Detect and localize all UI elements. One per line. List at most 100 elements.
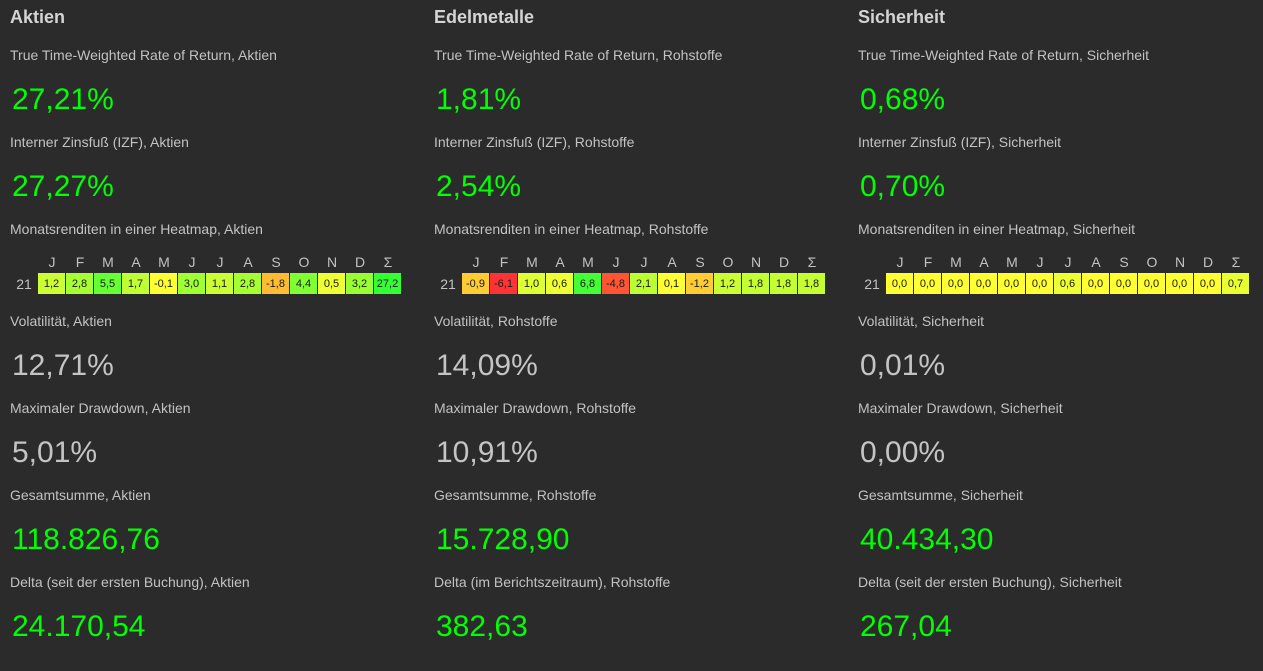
heatmap-cell: 3,0 bbox=[178, 273, 205, 294]
year-label: 21 bbox=[864, 275, 880, 292]
izf-value: 2,54% bbox=[436, 170, 522, 203]
drawdown-label: Maximaler Drawdown, Sicherheit bbox=[858, 400, 1063, 416]
heatmap-header-row: J F M A M J J A S O N D Σ bbox=[10, 251, 402, 272]
month-header: J bbox=[472, 253, 480, 270]
year-label: 21 bbox=[16, 275, 32, 292]
heatmap-cell: 4,4 bbox=[290, 273, 317, 294]
heatmap-label: Monatsrenditen in einer Heatmap, Rohstof… bbox=[434, 221, 709, 237]
izf-label: Interner Zinsfuß (IZF), Rohstoffe bbox=[434, 134, 635, 150]
month-header: J bbox=[640, 253, 648, 270]
month-header: N bbox=[326, 253, 338, 270]
heatmap-cell: -1,2 bbox=[686, 273, 713, 294]
month-header: A bbox=[979, 253, 989, 270]
month-header: J bbox=[1064, 253, 1072, 270]
month-header: O bbox=[1146, 253, 1158, 270]
sum-header: Σ bbox=[1231, 253, 1241, 270]
volatility-value: 12,71% bbox=[12, 349, 114, 382]
izf-value: 27,27% bbox=[12, 170, 114, 203]
heatmap-cell: 0,0 bbox=[886, 273, 913, 294]
month-header: A bbox=[243, 253, 253, 270]
volatility-value: 0,01% bbox=[860, 349, 946, 382]
heatmap-cell: -6,1 bbox=[490, 273, 517, 294]
heatmap-cell: 5,5 bbox=[94, 273, 121, 294]
month-header: S bbox=[695, 253, 705, 270]
heatmap-cell: 0,0 bbox=[942, 273, 969, 294]
heatmap-cell: 0,0 bbox=[970, 273, 997, 294]
month-header: M bbox=[950, 253, 962, 270]
year-label: 21 bbox=[440, 275, 456, 292]
month-header: F bbox=[499, 253, 509, 270]
twr-label: True Time-Weighted Rate of Return, Rohst… bbox=[434, 47, 723, 63]
drawdown-label: Maximaler Drawdown, Rohstoffe bbox=[434, 400, 637, 416]
twr-value: 27,21% bbox=[12, 83, 114, 116]
heatmap-sum-cell: 1,8 bbox=[798, 273, 825, 294]
total-label: Gesamtsumme, Rohstoffe bbox=[434, 487, 597, 503]
heatmap-cell: -0,9 bbox=[462, 273, 489, 294]
heatmap-cell: 1,2 bbox=[38, 273, 65, 294]
month-header: F bbox=[923, 253, 933, 270]
month-header: M bbox=[102, 253, 114, 270]
drawdown-value: 0,00% bbox=[860, 436, 946, 469]
month-header: A bbox=[555, 253, 565, 270]
month-header: F bbox=[75, 253, 85, 270]
month-header: M bbox=[158, 253, 170, 270]
heatmap-cell: 0,0 bbox=[1194, 273, 1221, 294]
heatmap-cell: 2,8 bbox=[234, 273, 261, 294]
izf-value: 0,70% bbox=[860, 170, 946, 203]
month-header: M bbox=[582, 253, 594, 270]
heatmap-year-row: 21 -0,9 -6,1 1,0 0,6 6,8 -4,8 2,1 0,1 -1… bbox=[434, 272, 826, 295]
month-header: J bbox=[188, 253, 196, 270]
month-header: D bbox=[778, 253, 790, 270]
column-title: Sicherheit bbox=[858, 7, 946, 27]
column-title: Edelmetalle bbox=[434, 7, 535, 27]
heatmap-cell: 0,1 bbox=[658, 273, 685, 294]
twr-value: 1,81% bbox=[436, 83, 522, 116]
heatmap-year-row: 21 0,0 0,0 0,0 0,0 0,0 0,0 0,6 0,0 0,0 0… bbox=[858, 272, 1250, 295]
heatmap-cell: 2,8 bbox=[66, 273, 93, 294]
month-header: M bbox=[1006, 253, 1018, 270]
total-value: 15.728,90 bbox=[436, 523, 570, 556]
month-header: N bbox=[1174, 253, 1186, 270]
month-header: S bbox=[271, 253, 281, 270]
volatility-value: 14,09% bbox=[436, 349, 538, 382]
heatmap-cell: -4,8 bbox=[602, 273, 629, 294]
heatmap-cell: 0,0 bbox=[1166, 273, 1193, 294]
month-header: J bbox=[612, 253, 620, 270]
column-title: Aktien bbox=[10, 7, 66, 27]
drawdown-value: 10,91% bbox=[436, 436, 538, 469]
month-header: M bbox=[526, 253, 538, 270]
sum-header: Σ bbox=[807, 253, 817, 270]
delta-value: 382,63 bbox=[436, 610, 528, 643]
total-value: 118.826,76 bbox=[12, 523, 160, 556]
heatmap-header-row: J F M A M J J A S O N D Σ bbox=[858, 251, 1250, 272]
heatmap-cell: 0,6 bbox=[546, 273, 573, 294]
delta-label: Delta (im Berichtszeitraum), Rohstoffe bbox=[434, 574, 671, 590]
delta-label: Delta (seit der ersten Buchung), Aktien bbox=[10, 574, 250, 590]
drawdown-label: Maximaler Drawdown, Aktien bbox=[10, 400, 191, 416]
delta-value: 267,04 bbox=[860, 610, 952, 643]
heatmap-cell: -1,8 bbox=[262, 273, 289, 294]
heatmap-cell: 1,7 bbox=[122, 273, 149, 294]
month-header: S bbox=[1119, 253, 1129, 270]
heatmap-cell: 1,8 bbox=[770, 273, 797, 294]
heatmap-cell: 0,6 bbox=[1054, 273, 1081, 294]
total-label: Gesamtsumme, Aktien bbox=[10, 487, 151, 503]
total-label: Gesamtsumme, Sicherheit bbox=[858, 487, 1023, 503]
volatility-label: Volatilität, Aktien bbox=[10, 313, 112, 329]
heatmap-cell: 1,0 bbox=[518, 273, 545, 294]
twr-label: True Time-Weighted Rate of Return, Siche… bbox=[858, 47, 1150, 63]
heatmap-cell: 0,5 bbox=[318, 273, 345, 294]
delta-value: 24.170,54 bbox=[12, 610, 146, 643]
heatmap-cell: -0,1 bbox=[150, 273, 177, 294]
heatmap-sum-cell: 0,7 bbox=[1222, 273, 1249, 294]
heatmap-cell: 0,0 bbox=[998, 273, 1025, 294]
izf-label: Interner Zinsfuß (IZF), Aktien bbox=[10, 134, 189, 150]
heatmap-cell: 2,1 bbox=[630, 273, 657, 294]
month-header: D bbox=[354, 253, 366, 270]
heatmap-cell: 3,2 bbox=[346, 273, 373, 294]
heatmap-sum-cell: 27,2 bbox=[374, 273, 401, 294]
monthly-heatmap: J F M A M J J A S O N D Σ 21 -0,9 -6,1 1… bbox=[434, 251, 826, 295]
total-value: 40.434,30 bbox=[860, 523, 994, 556]
month-header: J bbox=[896, 253, 904, 270]
heatmap-label: Monatsrenditen in einer Heatmap, Aktien bbox=[10, 221, 263, 237]
